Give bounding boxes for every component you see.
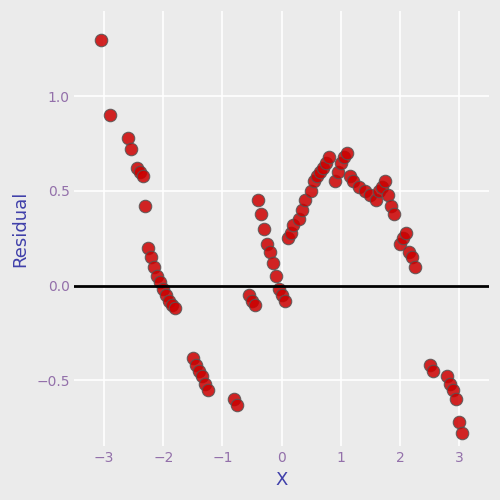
Point [290,221,298,229]
Point [310,178,318,186]
Point [204,386,212,394]
Point [444,372,452,380]
Point [269,259,277,267]
Point [192,361,200,369]
Point [325,153,333,161]
Point [322,158,330,166]
Point [446,380,454,388]
Point [331,178,339,186]
Point [280,296,288,304]
Point [165,296,173,304]
Point [154,272,162,280]
Point [402,228,410,236]
Point [254,196,262,204]
Point [195,367,203,375]
Point [376,187,384,195]
Point [405,248,413,256]
Point [337,158,345,166]
Point [458,429,466,437]
Point [340,153,348,161]
Point [124,134,132,142]
Point [126,146,134,154]
Point [159,286,167,294]
Y-axis label: Residual: Residual [11,190,29,267]
Point [426,361,434,369]
Point [302,196,310,204]
Point [162,291,170,299]
Point [274,286,282,294]
Point [286,228,294,236]
Point [316,168,324,176]
Point [387,202,395,210]
Point [132,164,140,172]
Point [378,183,386,191]
Point [390,210,398,218]
Point [334,168,342,176]
X-axis label: X: X [276,471,288,489]
Point [382,178,390,186]
Point [396,240,404,248]
Point [200,380,208,388]
Point [346,172,354,180]
Point [97,36,105,44]
Point [251,300,259,308]
Point [148,253,156,261]
Point [138,172,146,180]
Point [272,272,280,280]
Point [136,168,143,176]
Point [248,296,256,304]
Point [411,262,419,270]
Point [260,225,268,233]
Point [384,190,392,198]
Point [450,386,458,394]
Point [144,244,152,252]
Point [399,234,407,242]
Point [156,278,164,286]
Point [150,262,158,270]
Point [278,291,285,299]
Point [263,240,271,248]
Point [189,354,197,362]
Point [319,164,327,172]
Point [142,202,150,210]
Point [408,253,416,261]
Point [106,111,114,119]
Point [168,300,176,308]
Point [296,216,304,224]
Point [372,196,380,204]
Point [428,367,436,375]
Point [245,291,253,299]
Point [266,248,274,256]
Point [257,210,265,218]
Point [348,178,356,186]
Point [233,401,241,409]
Point [366,190,374,198]
Point [360,187,368,195]
Point [452,395,460,403]
Point [230,395,238,403]
Point [284,234,292,242]
Point [343,149,351,157]
Point [313,172,321,180]
Point [298,206,306,214]
Point [354,183,362,191]
Point [308,187,316,195]
Point [171,304,179,312]
Point [198,372,205,380]
Point [456,418,464,426]
